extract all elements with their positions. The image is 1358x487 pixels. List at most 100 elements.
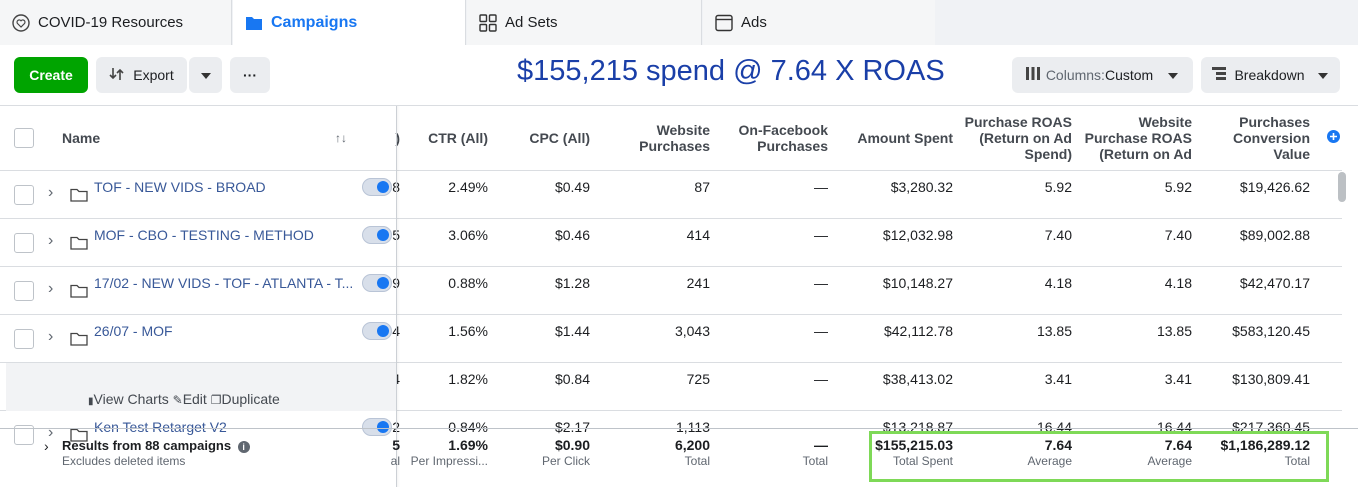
- frozen-column-shadow: [396, 106, 400, 487]
- table-cell-amount-spent: $42,112.78: [883, 323, 953, 339]
- table-cell-purchase-roas: 4.18: [1044, 275, 1072, 291]
- folder-icon: [70, 428, 88, 442]
- footer-expand-chevron[interactable]: ›: [44, 438, 49, 454]
- row-checkbox[interactable]: [14, 185, 34, 205]
- totals-highlight-box: [869, 431, 1329, 482]
- table-cell-purchase-roas: 3.41: [1044, 371, 1072, 387]
- tab-covid-resources[interactable]: COVID-19 Resources: [0, 0, 232, 45]
- more-options-button[interactable]: ···: [230, 57, 270, 93]
- tab-campaigns[interactable]: Campaigns: [233, 0, 466, 45]
- campaign-toggle[interactable]: [362, 322, 392, 340]
- table-cell-cpc: $0.46: [554, 227, 590, 243]
- chevron-right-icon[interactable]: ›: [48, 280, 54, 297]
- table-cell-ctr: 1.82%: [448, 371, 488, 387]
- campaign-toggle[interactable]: [362, 274, 392, 292]
- campaign-name-link[interactable]: 26/07 - MOF: [94, 323, 173, 339]
- table-cell-conversion-value: $130,809.41: [1232, 371, 1310, 387]
- column-header-amount-spent[interactable]: Amount Spent: [857, 130, 953, 146]
- info-icon[interactable]: i: [237, 440, 250, 453]
- caret-down-icon: [1167, 67, 1179, 83]
- column-header-cpc[interactable]: CPC (All): [529, 130, 590, 146]
- table-cell-ctr: 0.88%: [448, 275, 488, 291]
- chevron-right-icon[interactable]: ›: [48, 232, 54, 249]
- table-cell-ctr: 1.56%: [448, 323, 488, 339]
- footer-partial-sub: al: [390, 454, 400, 468]
- column-header-conversion-value[interactable]: Purchases Conversion Value: [1232, 114, 1310, 162]
- create-button[interactable]: Create: [14, 57, 88, 93]
- campaign-toggle[interactable]: [362, 178, 392, 196]
- row-hover-actions: ▮View Charts ✎Edit ❐Duplicate: [88, 391, 280, 407]
- table-cell-website-roas: 5.92: [1164, 179, 1192, 195]
- page-headline: $155,215 spend @ 7.64 X ROAS: [517, 55, 945, 87]
- tab-ad-sets[interactable]: Ad Sets: [467, 0, 702, 45]
- column-header-website-purchases[interactable]: Website Purchases: [639, 122, 710, 154]
- row-divider: [0, 314, 1342, 315]
- row-checkbox[interactable]: [14, 233, 34, 253]
- edit-link[interactable]: Edit: [182, 391, 207, 407]
- campaign-toggle[interactable]: [362, 418, 392, 436]
- table-cell-fb-purchases: —: [814, 371, 828, 387]
- footer-conversion-value-sub: Total: [1284, 454, 1310, 468]
- footer-partial-value: 5: [392, 437, 400, 453]
- table-cell-website-purchases: 3,043: [674, 323, 710, 339]
- footer-website-roas-value: 7.64: [1164, 437, 1192, 453]
- row-divider: [0, 266, 1342, 267]
- column-header-purchase-roas[interactable]: Purchase ROAS (Return on Ad Spend): [964, 114, 1072, 162]
- footer-subtitle: Excludes deleted items: [62, 454, 186, 468]
- campaign-name-link[interactable]: TOF - NEW VIDS - BROAD: [94, 179, 266, 195]
- breakdown-button[interactable]: Breakdown: [1201, 57, 1340, 93]
- table-cell-conversion-value: $583,120.45: [1232, 323, 1310, 339]
- folder-icon: [70, 284, 88, 298]
- vertical-scrollbar[interactable]: [1338, 172, 1346, 202]
- table-cell-website-roas: 4.18: [1164, 275, 1192, 291]
- footer-title: Results from 88 campaigns i: [62, 438, 250, 453]
- duplicate-link[interactable]: Duplicate: [221, 391, 280, 407]
- column-header-fb-purchases[interactable]: On-Facebook Purchases: [738, 122, 828, 154]
- footer-amount-spent-sub: Total Spent: [892, 454, 953, 468]
- select-all-checkbox[interactable]: [14, 128, 34, 148]
- folder-icon: [245, 14, 263, 32]
- table-cell-website-roas: 7.40: [1164, 227, 1192, 243]
- table-cell-cpc: $1.28: [554, 275, 590, 291]
- column-header-partial[interactable]: ): [380, 130, 400, 146]
- export-button[interactable]: Export: [96, 57, 187, 93]
- columns-button[interactable]: Columns: Custom: [1012, 57, 1193, 93]
- folder-icon: [70, 188, 88, 202]
- row-checkbox[interactable]: [14, 329, 34, 349]
- folder-icon: [70, 236, 88, 250]
- edit-icon: ✎: [172, 393, 183, 407]
- toggle-knob: [377, 277, 389, 289]
- footer-amount-spent-value: $155,215.03: [875, 437, 953, 453]
- view-charts-link[interactable]: View Charts: [93, 391, 169, 407]
- chevron-right-icon[interactable]: ›: [48, 184, 54, 201]
- caret-down-icon: [1317, 67, 1329, 83]
- campaign-toggle[interactable]: [362, 226, 392, 244]
- campaign-name-link[interactable]: Ken Test Retarget V2: [94, 419, 227, 435]
- table-cell-website-purchases: 414: [686, 227, 710, 243]
- hovered-row-background: [6, 363, 396, 411]
- chevron-right-icon[interactable]: ›: [48, 328, 54, 345]
- table-cell-conversion-value: $42,470.17: [1239, 275, 1310, 291]
- row-divider: [0, 362, 1342, 363]
- tab-ads[interactable]: Ads: [703, 0, 935, 45]
- table-cell-cpc: $0.49: [554, 179, 590, 195]
- campaign-name-link[interactable]: 17/02 - NEW VIDS - TOF - ATLANTA - T...: [94, 275, 354, 291]
- column-header-website-roas[interactable]: Website Purchase ROAS (Return on Ad: [1084, 114, 1192, 162]
- table-cell-amount-spent: $10,148.27: [882, 275, 953, 291]
- column-header-name[interactable]: Name: [62, 130, 101, 146]
- row-checkbox[interactable]: [14, 281, 34, 301]
- table-cell-cpc: $1.44: [554, 323, 590, 339]
- column-header-ctr[interactable]: CTR (All): [428, 130, 488, 146]
- export-label: Export: [133, 67, 174, 83]
- chevron-right-icon[interactable]: ›: [48, 424, 54, 441]
- row-checkbox[interactable]: [14, 425, 34, 445]
- export-dropdown-button[interactable]: [189, 57, 222, 93]
- table-cell-conversion-value: $89,002.88: [1239, 227, 1310, 243]
- table-cell-fb-purchases: —: [814, 179, 828, 195]
- create-label: Create: [29, 67, 73, 83]
- sort-icon[interactable]: ↑↓: [335, 131, 347, 145]
- table-cell-fb-purchases: —: [814, 275, 828, 291]
- add-column-icon[interactable]: [1327, 130, 1340, 146]
- campaign-name-link[interactable]: MOF - CBO - TESTING - METHOD: [94, 227, 314, 243]
- frozen-column-divider: [396, 106, 397, 487]
